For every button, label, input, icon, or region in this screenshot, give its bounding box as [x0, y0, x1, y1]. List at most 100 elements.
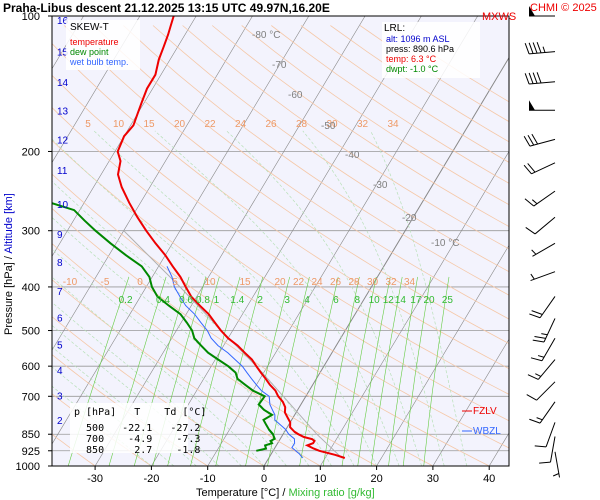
dry-adiabat-label-mid: 22	[293, 277, 305, 288]
moist-adiabat-line	[370, 130, 468, 466]
wind-barb-shaft	[543, 318, 556, 343]
wind-panel-background	[509, 16, 600, 466]
wind-barb-full	[526, 394, 537, 401]
mixing-ratio-label: 3	[284, 295, 290, 306]
dry-adiabat-label-mid: 26	[330, 277, 342, 288]
wind-barb-full	[539, 461, 551, 464]
dry-adiabat-label-mid: 0	[137, 277, 143, 288]
dry-adiabat-label-top: 15	[143, 119, 155, 130]
mixing-ratio-line	[388, 276, 418, 466]
wind-barb-full	[525, 227, 536, 235]
dry-adiabat-line	[52, 433, 96, 466]
wind-barb-shaft	[529, 51, 556, 55]
copyright-credit: CHMI © 2025	[530, 2, 597, 14]
level-table-row-850: 850 2.7 -1.8	[74, 445, 200, 456]
pressure-tick-label: 300	[22, 226, 40, 238]
wind-barb-shaft	[530, 271, 556, 282]
dry-adiabat-line	[64, 25, 509, 344]
wind-barb	[523, 133, 556, 147]
wind-barb-pennant	[529, 100, 535, 111]
x-axis-title-mixing-ratio: Mixing ratio [g/kg]	[288, 487, 374, 499]
fzlv-label: FZLV	[473, 406, 497, 417]
x-tick-label: 40	[483, 473, 495, 485]
plot-frame	[51, 15, 510, 467]
mixing-ratio-line	[357, 276, 391, 466]
wind-barb-shaft	[539, 401, 556, 424]
dry-adiabat-line	[52, 74, 509, 395]
wind-barb	[529, 296, 556, 319]
mixing-ratio-label: 25	[442, 295, 454, 306]
wind-barb	[525, 216, 556, 235]
wind-barb	[530, 271, 556, 282]
wind-barb	[532, 318, 556, 343]
dry-adiabat-label-top: 5	[85, 119, 91, 130]
dry-adiabat-line	[52, 42, 509, 370]
legend-dew-point: dew point	[70, 47, 109, 57]
wind-barb-full	[529, 418, 541, 424]
x-tick-label: 20	[370, 473, 382, 485]
dry-adiabat-label-top: 30	[326, 119, 338, 130]
mixing-ratio-line	[341, 276, 377, 466]
x-tick-label: 30	[427, 473, 439, 485]
svg-text:Temperature [°C] / Mixing rati: Temperature [°C] / Mixing ratio [g/kg]	[196, 487, 375, 499]
wind-barb-half	[535, 373, 542, 377]
isotherm-line	[151, 16, 422, 466]
dry-adiabat-label-mid: -5	[101, 277, 110, 288]
wind-barb-full	[534, 445, 547, 448]
altitude-tick-label: 6	[57, 314, 63, 325]
altitude-tick-label: 16	[57, 16, 69, 27]
x-tick-label: 0	[261, 473, 267, 485]
wind-barb-full	[524, 43, 530, 55]
wind-barb-shaft	[537, 359, 556, 380]
dry-adiabat-label-top: 28	[296, 119, 308, 130]
pressure-tick-label: 600	[22, 361, 40, 373]
dry-adiabat-label-top: 10	[113, 119, 125, 130]
wind-barb	[524, 41, 556, 55]
lrl-box: LRL: alt: 1096 m ASL press: 890.6 hPa te…	[382, 22, 480, 78]
wind-barb-full	[532, 42, 538, 54]
wind-barb-half	[531, 249, 537, 255]
mixing-ratio-label: 6	[333, 295, 339, 306]
moist-adiabat-line	[302, 130, 445, 466]
wind-barb-full	[523, 135, 531, 147]
dry-adiabat-label-mid: 30	[367, 277, 379, 288]
dry-adiabat-line	[52, 173, 491, 466]
mixing-ratio-line	[299, 276, 339, 466]
altitude-tick-label: 13	[57, 106, 69, 117]
wind-barb-half	[536, 417, 543, 421]
wind-barb-full	[536, 41, 542, 54]
moist-adiabat-line	[52, 138, 355, 466]
wind-barb	[539, 436, 556, 464]
isotherm-label: -80 °C	[252, 30, 280, 41]
isotherm-line	[376, 244, 509, 466]
isotherm-line	[52, 16, 141, 164]
lrl-temperature: temp: 6.3 °C	[386, 54, 437, 64]
grid-labels: 0.2 0.4 0.6 0.8 1 1.4 2 3 4 6 8 10 12 14 17 20 255 10 15 20…	[63, 30, 460, 306]
mixing-ratio-label: 1	[214, 295, 220, 306]
axes: -30 -20 -10 0 10 20 30 401002003004005006007008…	[16, 11, 496, 485]
isotherm-label: -50	[321, 121, 336, 132]
x-axis-title-separator: /	[279, 487, 288, 499]
wind-barb-full	[527, 374, 539, 380]
dry-adiabat-label-mid: 28	[348, 277, 360, 288]
altitude-tick-label: 8	[57, 258, 63, 269]
mixing-ratio-line	[423, 276, 450, 466]
wind-barb-shaft	[554, 451, 561, 478]
mixing-ratio-label: 2	[257, 295, 263, 306]
y-axis-title-pressure: Pressure [hPa]	[3, 262, 15, 335]
wind-barb-full	[524, 198, 535, 207]
mixing-ratio-label: 17	[410, 295, 422, 306]
wind-barb-half	[552, 473, 560, 477]
isotherm-line	[52, 16, 197, 257]
x-tick-label: -30	[87, 473, 103, 485]
dry-adiabat-line	[52, 279, 322, 466]
chart-title: Praha-Libus descent 21.12.2025 13:15 UTC…	[3, 1, 330, 15]
dry-adiabat-line	[211, 25, 509, 228]
mixing-ratio-label: 14	[395, 295, 407, 306]
moist-adiabat-line	[52, 346, 197, 466]
isotherm-label: -40	[345, 150, 360, 161]
dry-adiabat-label-top: 26	[265, 119, 277, 130]
isotherm-line	[432, 338, 509, 466]
mixing-ratio-line	[190, 276, 241, 466]
dry-adiabat-line	[182, 25, 509, 250]
